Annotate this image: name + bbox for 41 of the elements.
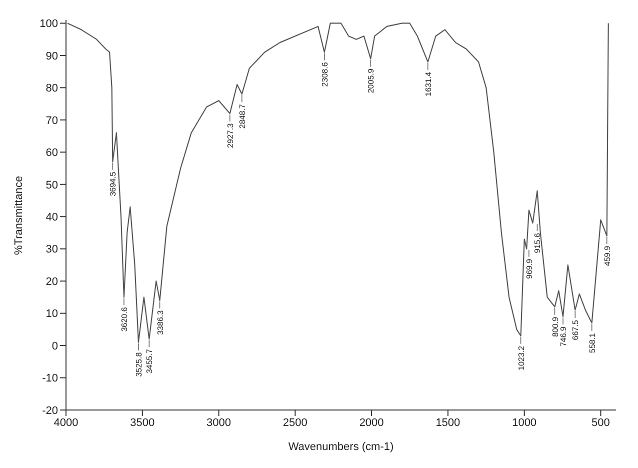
x-tick-label: 500 <box>592 416 610 429</box>
annotation: 3694.5 <box>108 171 118 196</box>
annotation: 3455.7 <box>145 348 154 374</box>
y-tick-label: 90 <box>46 50 58 62</box>
y-tick-label: 80 <box>46 82 58 95</box>
y-tick-label: 10 <box>46 308 58 320</box>
annotation: 1023.2 <box>516 345 526 370</box>
x-tick-label: 2000 <box>359 416 384 429</box>
annotation: 969.9 <box>524 258 534 279</box>
y-tick-label: 20 <box>46 276 58 288</box>
y-tick-label: 50 <box>46 179 58 192</box>
y-tick-label: 30 <box>46 244 58 256</box>
x-tick-label: 4000 <box>54 416 78 429</box>
annotation: 1631.4 <box>424 71 433 96</box>
annotation: 3386.3 <box>156 310 165 335</box>
annotation: 2848.7 <box>238 104 247 129</box>
y-axis-title: %Transmittance <box>12 176 25 255</box>
annotation: 915.6 <box>533 232 542 254</box>
y-tick-label: 0 <box>52 340 58 352</box>
annotation: 3525.8 <box>134 352 144 377</box>
y-tick-label: 70 <box>46 114 58 127</box>
y-tick-label: -10 <box>42 372 58 385</box>
annotation: 2005.9 <box>366 68 376 94</box>
y-tick-label: 100 <box>40 18 58 30</box>
x-tick-label: 1000 <box>512 416 537 429</box>
annotation: 2927.3 <box>226 122 235 148</box>
x-tick-label: 2500 <box>282 416 308 429</box>
annotation: 800.9 <box>550 316 560 337</box>
annotation: 558.1 <box>588 332 597 354</box>
annotation: 459.9 <box>602 245 612 266</box>
x-axis-title: Wavenumbers (cm-1) <box>288 441 394 453</box>
y-tick-label: 60 <box>46 147 58 160</box>
annotation: 667.5 <box>571 320 580 340</box>
annotation: 2308.6 <box>320 62 330 87</box>
annotation: 3620.6 <box>120 306 129 332</box>
x-tick-label: 3500 <box>130 416 155 429</box>
x-tick-label: 1500 <box>436 416 460 429</box>
y-tick-label: 40 <box>46 212 58 224</box>
x-tick-label: 3000 <box>206 416 232 429</box>
y-tick-label: -20 <box>42 404 58 417</box>
annotation: 746.9 <box>559 326 568 347</box>
